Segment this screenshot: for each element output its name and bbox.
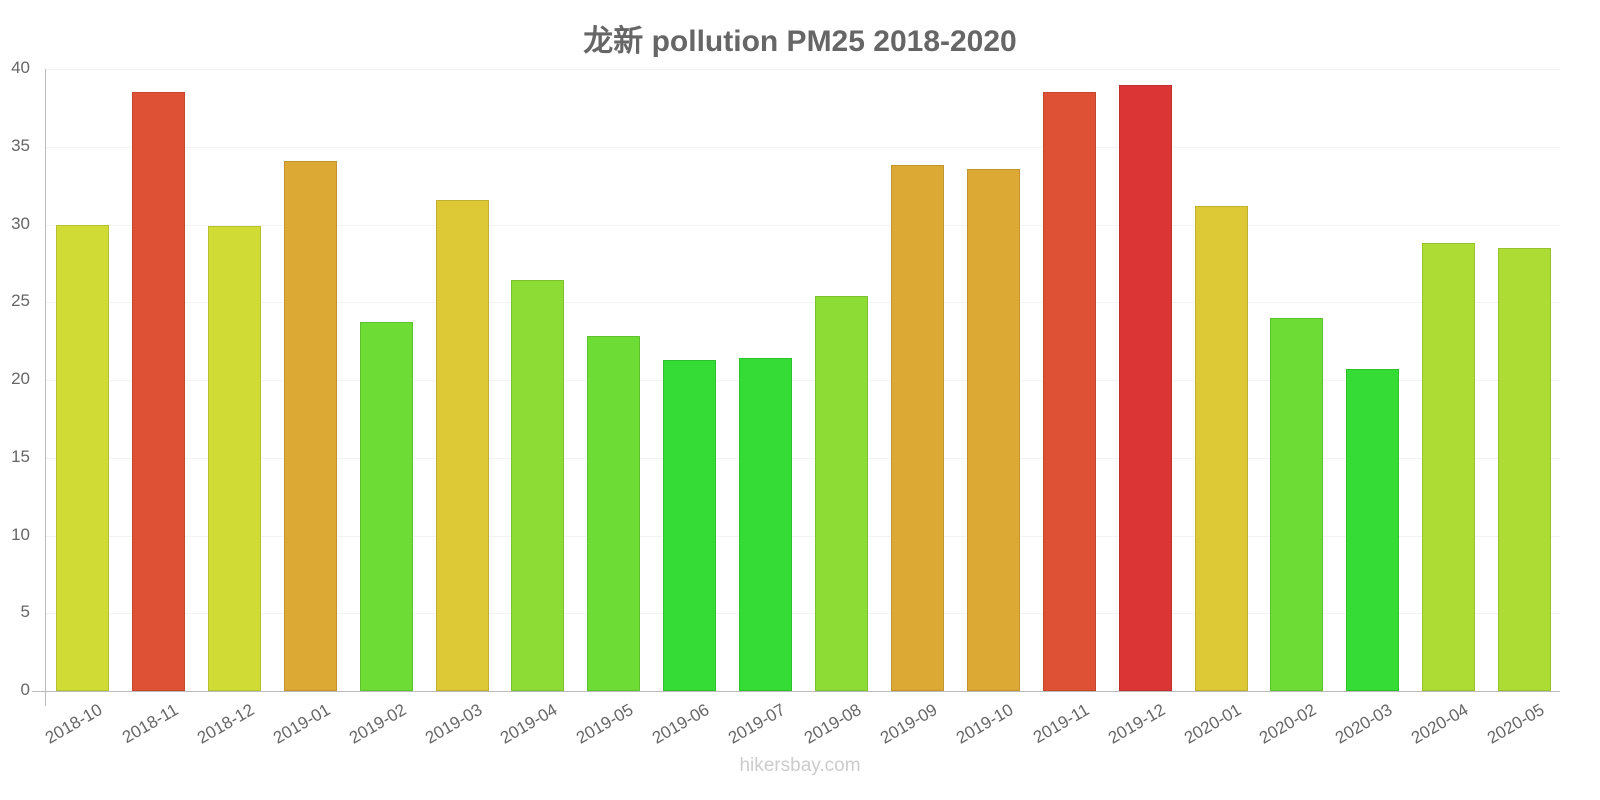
gridline [45,224,1560,226]
bar-2020-02[interactable] [1270,317,1324,691]
gridline [45,302,1560,304]
x-tick-label: 2019-04 [497,700,561,748]
bar-2019-09[interactable] [890,165,944,691]
y-tick-label: 35 [11,135,30,155]
gridline [45,613,1560,615]
bar-2020-01[interactable] [1194,205,1248,691]
y-tick-label: 25 [11,291,30,311]
x-tick-label: 2020-05 [1484,700,1548,748]
x-tick-label: 2020-02 [1256,700,1320,748]
x-tick-label: 2019-02 [345,700,410,748]
x-tick-label: 2020-03 [1332,700,1396,748]
y-tick-label: 15 [11,446,30,466]
y-tick-label: 5 [20,602,30,622]
bar-2019-07[interactable] [739,358,793,691]
x-tick-label: 2019-01 [269,700,334,748]
x-tick-label: 2019-12 [1104,700,1169,748]
bar-2018-10[interactable] [56,224,109,691]
x-tick-label: 2018-12 [193,700,258,748]
bar-2020-04[interactable] [1422,243,1476,691]
bar-2018-12[interactable] [207,226,261,691]
bar-2019-01[interactable] [283,160,337,691]
bar-2019-05[interactable] [587,336,641,691]
bar-2020-05[interactable] [1498,247,1552,691]
chart-title: 龙新 pollution PM25 2018-2020 [583,25,1017,58]
bar-2018-11[interactable] [131,92,185,691]
y-tick-label: 30 [11,213,30,233]
x-tick-label: 2019-06 [649,700,713,748]
bar-2019-06[interactable] [663,359,717,691]
bar-2019-03[interactable] [435,199,489,691]
y-tick-label: 10 [11,524,30,544]
x-tick-label: 2018-11 [118,700,182,748]
x-tick-label: 2018-10 [41,700,106,748]
plot-area [45,69,1560,692]
y-axis-line [45,69,46,706]
gridline [45,146,1560,148]
bar-2019-10[interactable] [966,168,1020,691]
bar-2019-12[interactable] [1118,84,1172,691]
credit-text: hikersbay.com [739,755,861,776]
x-tick-label: 2019-11 [1029,700,1093,748]
x-tick-label: 2019-05 [573,700,637,748]
x-tick-label: 2019-09 [876,700,941,748]
x-tick-label: 2019-03 [421,700,485,748]
y-tick-label: 40 [11,58,30,77]
x-tick-label: 2019-07 [725,700,789,748]
bar-2019-02[interactable] [359,322,413,691]
gridline [45,69,1560,70]
x-axis-line [32,691,1560,692]
bar-2019-11[interactable] [1042,92,1096,691]
bar-2019-04[interactable] [511,280,565,691]
bar-2019-08[interactable] [815,296,868,691]
gridline [45,457,1560,459]
bar-2020-03[interactable] [1346,369,1400,691]
y-tick-label: 0 [20,680,30,699]
x-tick-label: 2019-10 [952,700,1017,748]
x-tick-label: 2020-01 [1180,700,1244,748]
y-tick-label: 20 [11,369,30,388]
x-tick-label: 2020-04 [1408,700,1472,748]
gridline [45,535,1560,537]
gridline [45,380,1560,381]
x-tick-label: 2019-08 [800,700,865,748]
